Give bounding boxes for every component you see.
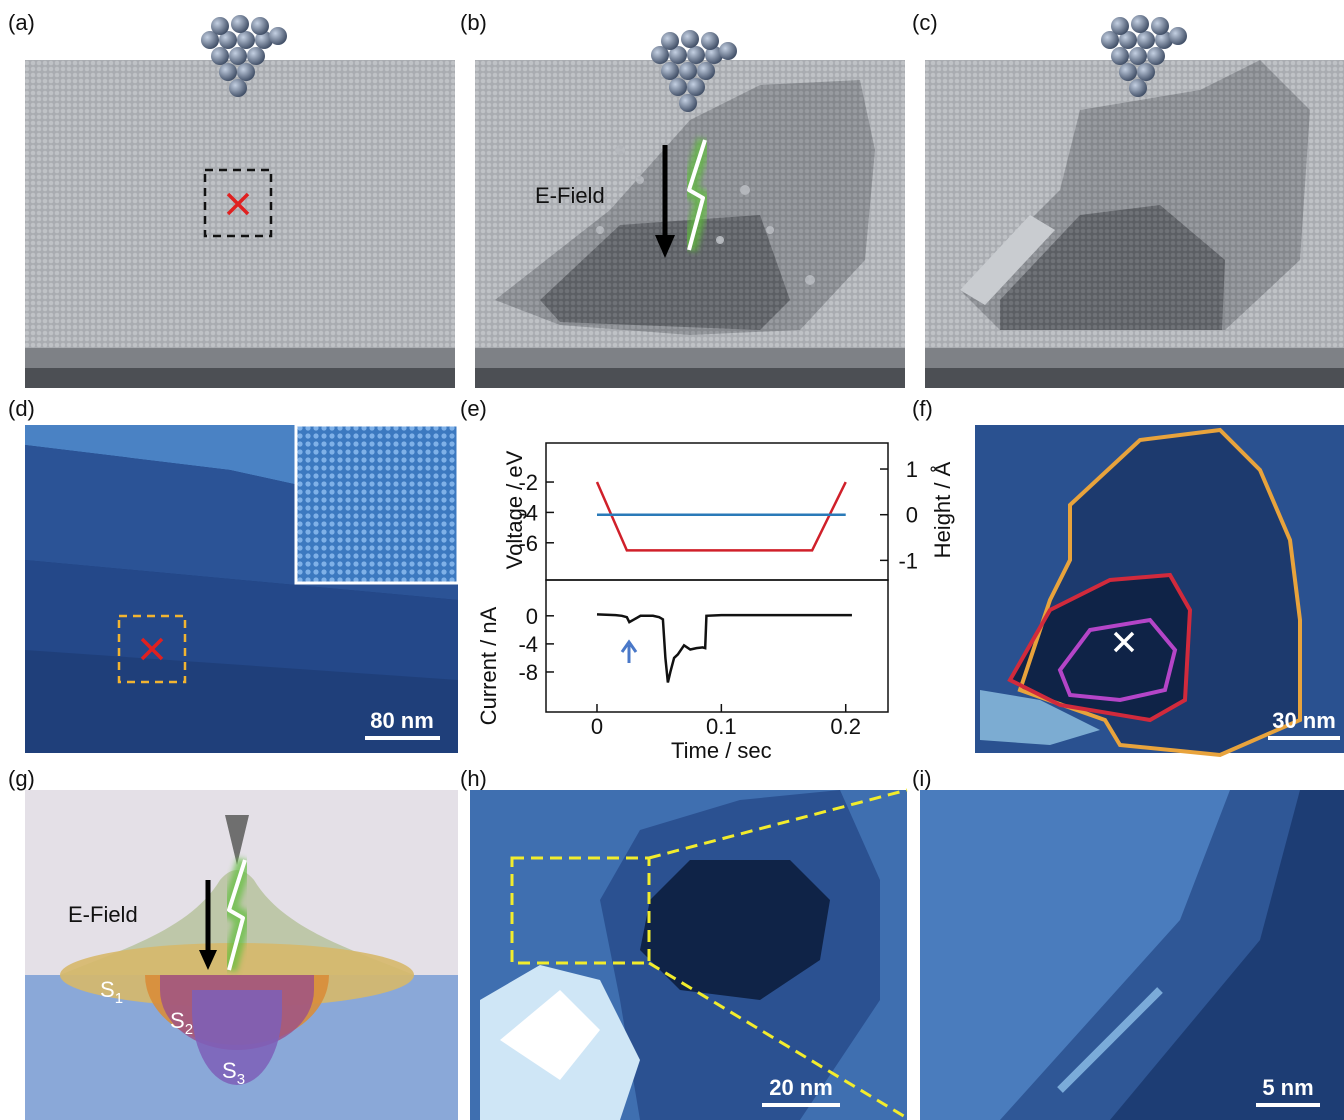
scale-bar-label: 20 nm <box>769 1075 833 1100</box>
x-tick-label: 0.2 <box>830 714 861 739</box>
region-letter: S <box>222 1058 237 1083</box>
arrow <box>622 642 636 663</box>
scale-bar-label: 5 nm <box>1262 1075 1313 1100</box>
y2-tick-label: 1 <box>906 457 918 482</box>
y-tick-label: 0 <box>526 604 538 629</box>
scale-bar-label: 80 nm <box>370 708 434 733</box>
y-axis-label: Current / nA <box>476 606 501 725</box>
stm-image-d: 80 nm <box>25 425 458 753</box>
scale-bar-label: 30 nm <box>1272 708 1336 733</box>
simulation-a <box>25 15 455 388</box>
region-letter: S <box>100 977 115 1002</box>
panel-label: (a) <box>8 10 35 35</box>
y-axis-label: Voltage / eV <box>502 450 527 569</box>
region-sub: 1 <box>115 990 123 1007</box>
panel-label: (i) <box>912 766 932 791</box>
y2-tick-label: -1 <box>898 548 918 573</box>
simulation-c <box>925 15 1344 388</box>
plot-frame <box>546 443 888 580</box>
simulation-b: E-Field <box>475 30 905 388</box>
panel-label: (b) <box>460 10 487 35</box>
stm-image-i: 5 nm <box>920 790 1344 1120</box>
x-tick-label: 0.1 <box>706 714 737 739</box>
panel-label: (e) <box>460 396 487 421</box>
figure: (a) (b) (c) (d) (e) (f) (g) (h) (i) E-Fi… <box>0 0 1344 1120</box>
schematic-g: E-Field S1 S2 S3 <box>25 790 458 1120</box>
annotation: E-Field <box>68 902 138 927</box>
panel-label: (c) <box>912 10 938 35</box>
x-axis-label: Time / sec <box>671 738 772 763</box>
y-tick-label: -8 <box>518 660 538 685</box>
y2-tick-label: 0 <box>906 503 918 528</box>
region-sub: 3 <box>237 1071 245 1088</box>
stm-image-h: 20 nm <box>470 790 907 1120</box>
panel-label: (h) <box>460 766 487 791</box>
y-tick-label: -4 <box>518 632 538 657</box>
panel-label: (d) <box>8 396 35 421</box>
panel-label: (f) <box>912 396 933 421</box>
annotation: E-Field <box>535 183 605 208</box>
x-tick-label: 0 <box>591 714 603 739</box>
plot-frame <box>546 580 888 712</box>
stm-image-f: 30 nm <box>975 425 1344 755</box>
y2-axis-label: Height / Å <box>930 461 955 558</box>
region-letter: S <box>170 1008 185 1033</box>
panel-label: (g) <box>8 766 35 791</box>
data-line <box>597 482 846 550</box>
region-sub: 2 <box>185 1021 193 1038</box>
